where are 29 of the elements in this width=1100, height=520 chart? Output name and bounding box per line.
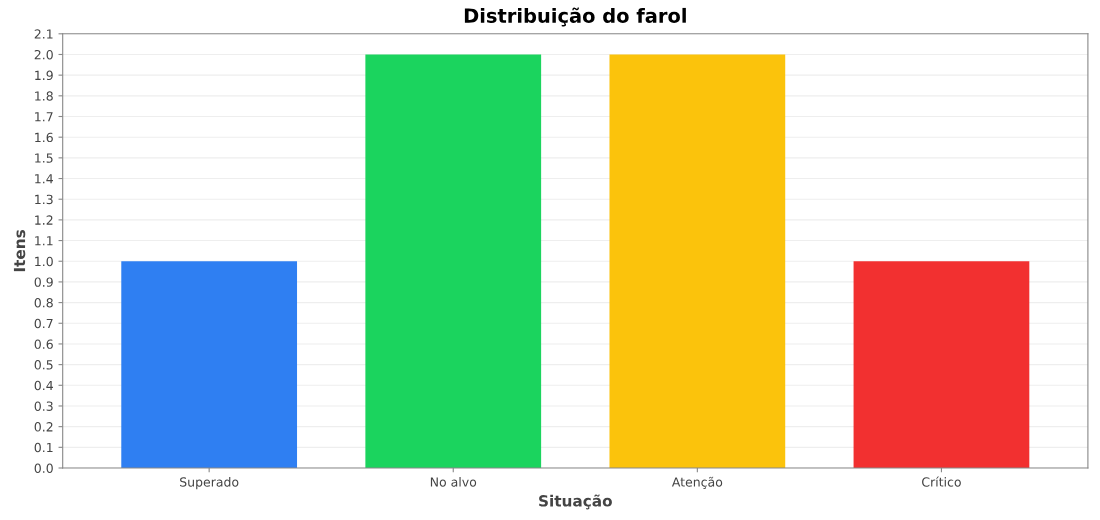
chart-title: Distribuição do farol — [464, 7, 686, 27]
y-tick-label: 1.5 — [35, 153, 53, 163]
x-tick-label: No alvo — [430, 477, 477, 487]
y-tick-label: 1.7 — [35, 112, 53, 122]
y-tick-label: 1.2 — [35, 215, 53, 225]
y-tick-label: 0.7 — [34, 318, 53, 329]
y-tick-label: 0.8 — [34, 298, 53, 308]
y-tick-label: 2.1 — [34, 29, 53, 39]
y-tick-label: 1.8 — [35, 91, 53, 101]
x-tick-label: Crítico — [922, 476, 961, 487]
y-axis-title: Itens — [13, 229, 26, 272]
x-tick-label: Superado — [180, 477, 239, 490]
y-tick-label: 1.6 — [35, 132, 53, 143]
y-tick-label: 1.4 — [35, 174, 53, 184]
y-tick-label: 0.0 — [34, 463, 53, 473]
y-tick-label: 0.5 — [34, 360, 53, 370]
y-tick-label: 0.3 — [34, 401, 53, 411]
y-tick-label: 1.3 — [35, 194, 53, 205]
y-tick-label: 1.0 — [35, 256, 53, 267]
y-tick-label: 0.6 — [34, 339, 53, 349]
y-tick-label: 0.2 — [34, 422, 53, 432]
y-tick-label: 1.9 — [35, 70, 53, 81]
y-tick-label: 0.9 — [34, 277, 53, 287]
y-tick-label: 2.0 — [34, 49, 53, 60]
x-axis-title: Situação — [539, 494, 612, 510]
y-tick-label: 0.4 — [34, 380, 53, 391]
x-tick-label: Atenção — [671, 476, 723, 489]
y-tick-label: 1.1 — [35, 236, 53, 246]
y-tick-label: 0.1 — [34, 442, 53, 453]
